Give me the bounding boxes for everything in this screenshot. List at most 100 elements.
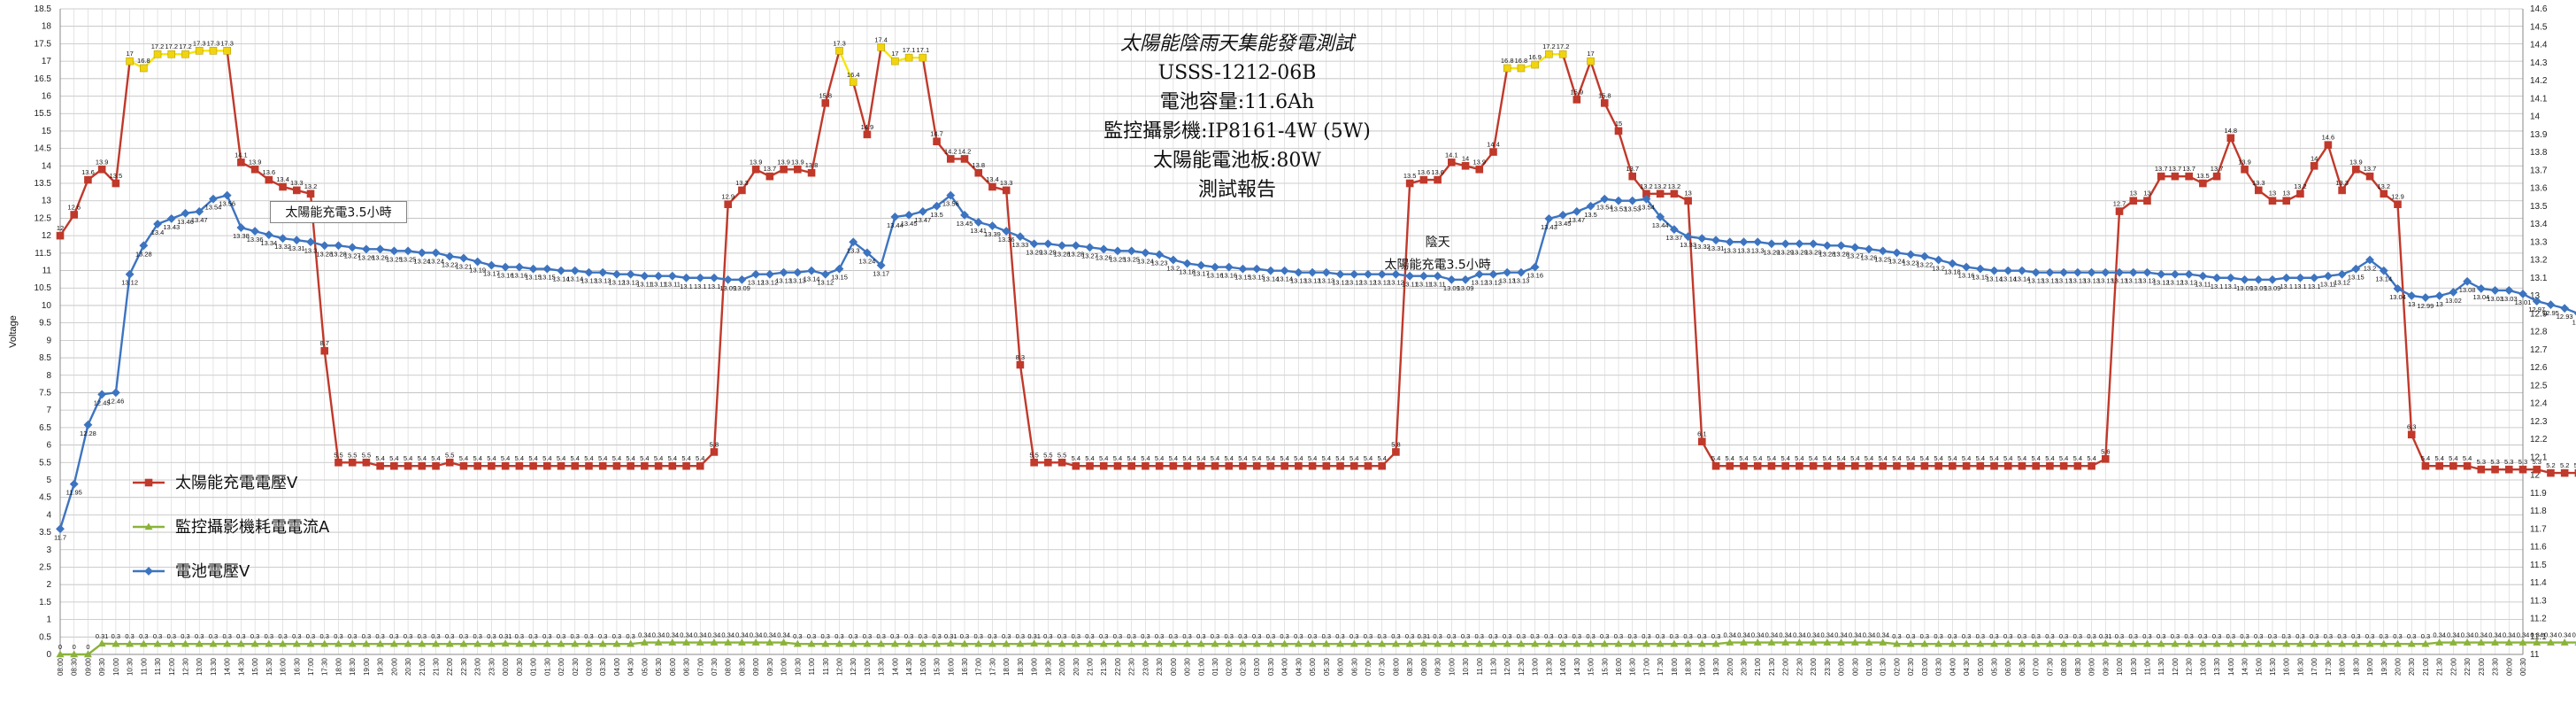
data-point <box>974 168 983 177</box>
data-point <box>2088 461 2095 470</box>
data-label: 0.3 <box>1711 632 1720 640</box>
data-point <box>1113 639 1122 647</box>
data-point <box>1726 638 1734 646</box>
data-label: 0.3 <box>2073 632 2082 640</box>
data-point <box>1280 639 1289 647</box>
data-point <box>1322 461 1331 470</box>
data-point <box>1113 246 1122 256</box>
data-point <box>2407 639 2416 647</box>
x-tick-label: 03:30 <box>599 657 607 676</box>
data-point <box>723 275 733 284</box>
data-label: 13.15 <box>539 274 556 282</box>
data-label: 0.3 <box>974 632 983 640</box>
data-point <box>654 461 663 470</box>
data-label: 13.13 <box>1304 277 1321 285</box>
data-label: 13.3 <box>2335 179 2349 187</box>
data-point <box>1697 234 1707 244</box>
data-label: 0.3 <box>1085 632 1094 640</box>
data-point <box>2365 639 2374 647</box>
data-point <box>166 214 176 223</box>
series-line-segment <box>880 215 896 267</box>
data-point <box>306 237 315 247</box>
x-tick-label: 04:00 <box>1281 657 1289 676</box>
data-point <box>626 269 635 279</box>
data-point <box>2560 468 2569 477</box>
data-point <box>584 267 594 277</box>
data-label: 13.5 <box>2196 172 2210 180</box>
data-point <box>2059 461 2068 470</box>
data-label: 5.4 <box>515 454 524 462</box>
data-point <box>2128 267 2138 277</box>
data-label: 13.13 <box>1513 277 1530 285</box>
legend: 太陽能充電電壓V 監控攝影機耗電電流A 電池電壓V <box>133 474 330 581</box>
data-label: 13.14 <box>553 275 570 283</box>
x-tick-label: 09:30 <box>2102 657 2110 676</box>
data-point <box>737 638 746 646</box>
data-point <box>919 53 927 62</box>
data-point <box>1545 50 1553 58</box>
data-label: 0.3 <box>1433 632 1442 640</box>
data-point <box>404 639 412 647</box>
right-tick-label: 14.5 <box>2530 22 2548 32</box>
data-point <box>2449 638 2457 646</box>
x-tick-label: 00:00 <box>2505 657 2513 676</box>
series-line-segment <box>712 203 729 453</box>
data-point <box>1015 232 1025 242</box>
x-tick-label: 09:30 <box>98 657 106 676</box>
data-label: 13.2 <box>1932 265 1945 273</box>
data-point <box>1809 239 1819 249</box>
data-label: 13.1 <box>694 282 707 290</box>
data-label: 0.34 <box>1876 631 1889 639</box>
x-tick-label: 20:00 <box>1058 657 1066 676</box>
x-tick-label: 09:00 <box>1420 657 1428 676</box>
data-label: 13.23 <box>1903 259 1919 267</box>
data-point <box>1448 159 1456 166</box>
x-tick-label: 20:00 <box>1726 657 1734 676</box>
x-tick-label: 16:30 <box>2296 657 2304 676</box>
data-label: 13.3 <box>290 179 304 187</box>
data-label: 13.1 <box>680 282 693 290</box>
data-label: 5.4 <box>2421 454 2430 462</box>
data-label: 0.3 <box>334 632 342 640</box>
series-line-segment <box>1534 217 1550 268</box>
data-point <box>278 234 288 244</box>
data-label: 12.97 <box>2528 306 2545 313</box>
data-point <box>542 639 551 647</box>
data-point <box>2547 468 2555 477</box>
series <box>56 43 2576 658</box>
data-label: 5.4 <box>487 454 496 462</box>
data-label: 5.4 <box>626 454 634 462</box>
data-point <box>1906 250 1916 259</box>
data-point <box>1517 639 1526 647</box>
data-label: 5.4 <box>1377 454 1386 462</box>
left-tick-label: 12 <box>42 231 52 241</box>
data-point <box>1781 638 1790 646</box>
data-point <box>1517 64 1526 73</box>
data-point <box>2157 639 2165 647</box>
x-tick-label: 13:30 <box>878 657 886 676</box>
data-point <box>2115 207 2124 215</box>
data-point <box>877 43 885 51</box>
data-point <box>236 639 245 647</box>
data-point <box>2059 267 2069 277</box>
annotation-text: 陰天 <box>1426 236 1450 250</box>
data-label: 13.7 <box>2155 165 2168 173</box>
x-tick-label: 21:30 <box>2436 657 2444 676</box>
data-point <box>320 639 329 647</box>
data-point <box>1850 461 1859 470</box>
data-label: 13.22 <box>442 260 458 268</box>
data-label: 0.3 <box>431 632 440 640</box>
data-label: 13.25 <box>386 255 403 263</box>
data-label: 13.15 <box>831 274 848 282</box>
data-label: 13.16 <box>1958 272 1975 280</box>
data-label: 0.3 <box>195 632 204 640</box>
left-tick-label: 10 <box>42 301 52 311</box>
data-label: 13.02 <box>2445 297 2462 305</box>
data-label: 17.3 <box>220 39 234 47</box>
data-label: 13.3 <box>1723 246 1736 254</box>
data-label: 5.4 <box>1711 454 1720 462</box>
data-point <box>2018 461 2026 470</box>
data-label: 13.54 <box>1638 204 1655 212</box>
data-point <box>1043 639 1052 647</box>
data-point <box>988 221 997 230</box>
